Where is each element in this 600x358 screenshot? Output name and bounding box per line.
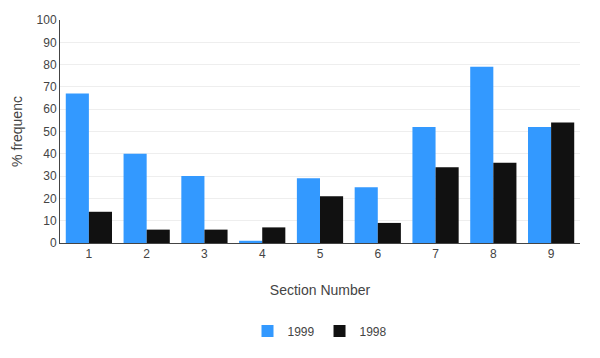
svg-text:40: 40: [43, 147, 57, 161]
svg-text:9: 9: [548, 247, 555, 261]
svg-text:1: 1: [86, 247, 93, 261]
svg-text:20: 20: [43, 192, 57, 206]
svg-text:60: 60: [43, 102, 57, 116]
svg-text:4: 4: [259, 247, 266, 261]
svg-text:5: 5: [317, 247, 324, 261]
svg-text:10: 10: [43, 214, 57, 228]
svg-text:3: 3: [201, 247, 208, 261]
svg-text:100: 100: [37, 13, 57, 27]
svg-text:6: 6: [374, 247, 381, 261]
svg-text:2: 2: [143, 247, 150, 261]
svg-text:0: 0: [50, 236, 57, 250]
svg-text:30: 30: [43, 169, 57, 183]
svg-text:Section Number: Section Number: [270, 282, 371, 298]
svg-text:1999: 1999: [288, 325, 315, 339]
svg-text:7: 7: [432, 247, 439, 261]
svg-text:8: 8: [490, 247, 497, 261]
svg-text:% frequenc: % frequenc: [9, 96, 25, 167]
svg-text:80: 80: [43, 58, 57, 72]
svg-text:70: 70: [43, 80, 57, 94]
svg-text:50: 50: [43, 125, 57, 139]
svg-text:90: 90: [43, 36, 57, 50]
svg-text:1998: 1998: [360, 325, 387, 339]
